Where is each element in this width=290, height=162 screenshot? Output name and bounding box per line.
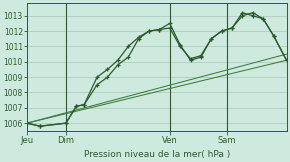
X-axis label: Pression niveau de la mer( hPa ): Pression niveau de la mer( hPa ) <box>84 150 230 159</box>
